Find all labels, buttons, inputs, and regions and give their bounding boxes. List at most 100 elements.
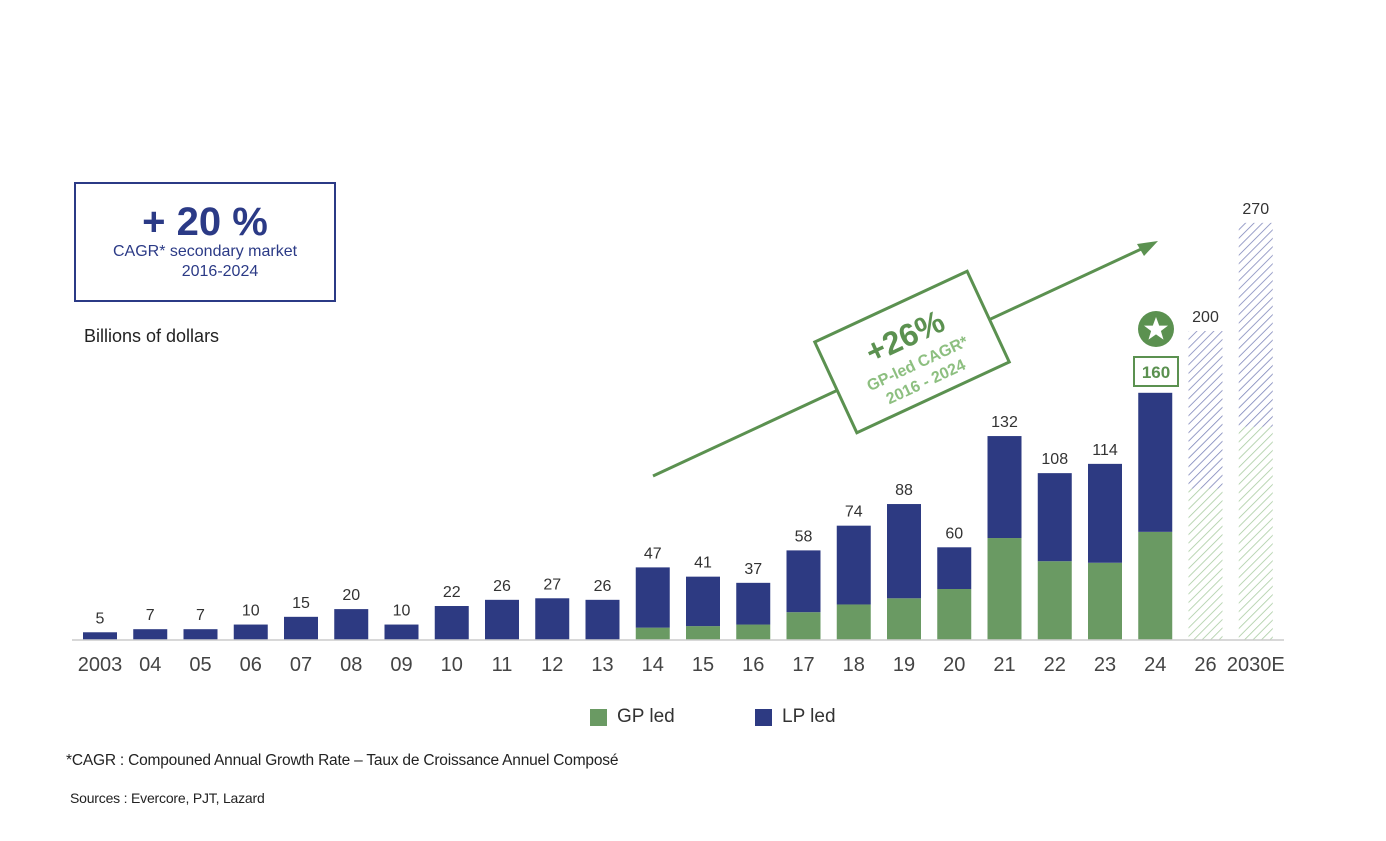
x-tick-14: 14: [642, 654, 664, 676]
bar-lp-17: [786, 550, 821, 613]
bar-gp-26: [1188, 488, 1223, 640]
x-tick-2003: 2003: [78, 654, 123, 676]
x-tick-2030E: 2030E: [1227, 654, 1285, 676]
value-label-14: 47: [644, 545, 662, 562]
x-tick-06: 06: [240, 654, 262, 676]
value-label-04: 7: [146, 607, 155, 624]
value-label-20: 60: [945, 525, 963, 542]
value-label-12: 27: [543, 576, 561, 593]
value-label-06: 10: [242, 603, 260, 620]
value-label-22: 108: [1041, 451, 1068, 468]
cagr-summary-box: + 20 % CAGR* secondary market 2016-2024: [74, 182, 336, 302]
legend-gp: GP led: [590, 706, 675, 728]
bar-gp-21: [987, 538, 1022, 640]
bar-lp-2030E: [1238, 222, 1273, 427]
bar-gp-23: [1088, 562, 1122, 640]
value-label-16: 37: [744, 561, 762, 578]
star-badge-icon: [1138, 311, 1174, 347]
x-tick-20: 20: [943, 654, 965, 676]
sources: Sources : Evercore, PJT, Lazard: [70, 790, 265, 806]
bar-lp-08: [334, 609, 369, 640]
bar-gp-14: [635, 627, 670, 640]
value-label-23: 114: [1092, 442, 1118, 459]
bar-gp-22: [1037, 561, 1072, 640]
value-label-19: 88: [895, 482, 913, 499]
bar-gp-19: [887, 598, 921, 640]
bar-lp-12: [535, 598, 570, 640]
gp-cagr-callout: +26% GP-led CAGR* 2016 - 2024: [812, 269, 1012, 435]
bar-lp-19: [887, 504, 921, 599]
x-tick-19: 19: [893, 654, 915, 676]
bar-lp-06: [233, 624, 268, 640]
bar-lp-22: [1037, 473, 1072, 562]
bar-lp-18: [836, 525, 871, 605]
bar-lp-26: [1188, 331, 1223, 489]
legend: GP led LP led: [0, 706, 1386, 732]
bar-gp-20: [937, 589, 972, 640]
value-label-10: 22: [443, 584, 461, 601]
bar-gp-2030E: [1238, 426, 1273, 640]
bar-lp-14: [635, 567, 670, 628]
x-tick-22: 22: [1044, 654, 1066, 676]
x-tick-13: 13: [591, 654, 613, 676]
bar-gp-15: [686, 626, 720, 640]
bar-lp-20: [937, 547, 972, 590]
x-tick-08: 08: [340, 654, 362, 676]
bar-lp-11: [485, 599, 519, 640]
bar-lp-23: [1088, 463, 1122, 563]
value-label-15: 41: [694, 555, 712, 572]
cagr-value: + 20 %: [142, 200, 268, 244]
x-tick-11: 11: [492, 654, 513, 676]
bar-lp-13: [585, 599, 620, 640]
value-label-08: 20: [342, 587, 360, 604]
x-tick-21: 21: [993, 654, 1015, 676]
legend-lp-label: LP led: [782, 706, 836, 727]
bar-lp-04: [133, 629, 168, 640]
legend-gp-label: GP led: [617, 706, 675, 727]
bar-gp-24: [1138, 531, 1173, 640]
bar-lp-2003: [83, 632, 117, 640]
unit-label: Billions of dollars: [84, 326, 220, 346]
legend-gp-swatch: [590, 708, 607, 726]
x-tick-24: 24: [1144, 654, 1166, 676]
x-tick-05: 05: [189, 654, 211, 676]
x-tick-23: 23: [1094, 654, 1116, 676]
value-label-17: 58: [795, 528, 813, 545]
value-label-26: 200: [1192, 309, 1219, 326]
bar-lp-15: [686, 576, 720, 627]
x-tick-04: 04: [139, 654, 161, 676]
x-tick-18: 18: [843, 654, 865, 676]
highlight-value-box: 160: [1133, 356, 1179, 387]
bar-lp-21: [987, 436, 1022, 539]
value-label-2030E: 270: [1242, 201, 1269, 218]
bar-lp-10: [434, 606, 469, 640]
value-label-05: 7: [196, 607, 205, 624]
bar-lp-05: [183, 629, 218, 640]
x-tick-10: 10: [441, 654, 463, 676]
bar-lp-24: [1138, 392, 1173, 532]
x-tick-15: 15: [692, 654, 714, 676]
bar-lp-09: [384, 624, 419, 640]
legend-lp: LP led: [755, 706, 836, 728]
cagr-caption: CAGR* secondary market: [112, 243, 298, 260]
x-tick-26: 26: [1194, 654, 1216, 676]
highlight-value: 160: [1142, 363, 1170, 382]
legend-lp-swatch: [755, 708, 772, 726]
value-label-13: 26: [594, 578, 612, 595]
value-label-11: 26: [493, 578, 511, 595]
x-tick-07: 07: [290, 654, 312, 676]
cagr-period: 2016-2024: [181, 263, 259, 280]
x-tick-17: 17: [792, 654, 814, 676]
value-label-18: 74: [845, 504, 863, 521]
value-label-2003: 5: [96, 610, 105, 627]
bar-gp-16: [736, 624, 771, 640]
value-label-09: 10: [393, 603, 411, 620]
bar-lp-07: [284, 616, 318, 640]
value-label-21: 132: [991, 414, 1018, 431]
x-tick-16: 16: [742, 654, 764, 676]
value-label-07: 15: [292, 595, 310, 612]
x-tick-12: 12: [541, 654, 563, 676]
footnote: *CAGR : Compouned Annual Growth Rate – T…: [66, 752, 619, 769]
